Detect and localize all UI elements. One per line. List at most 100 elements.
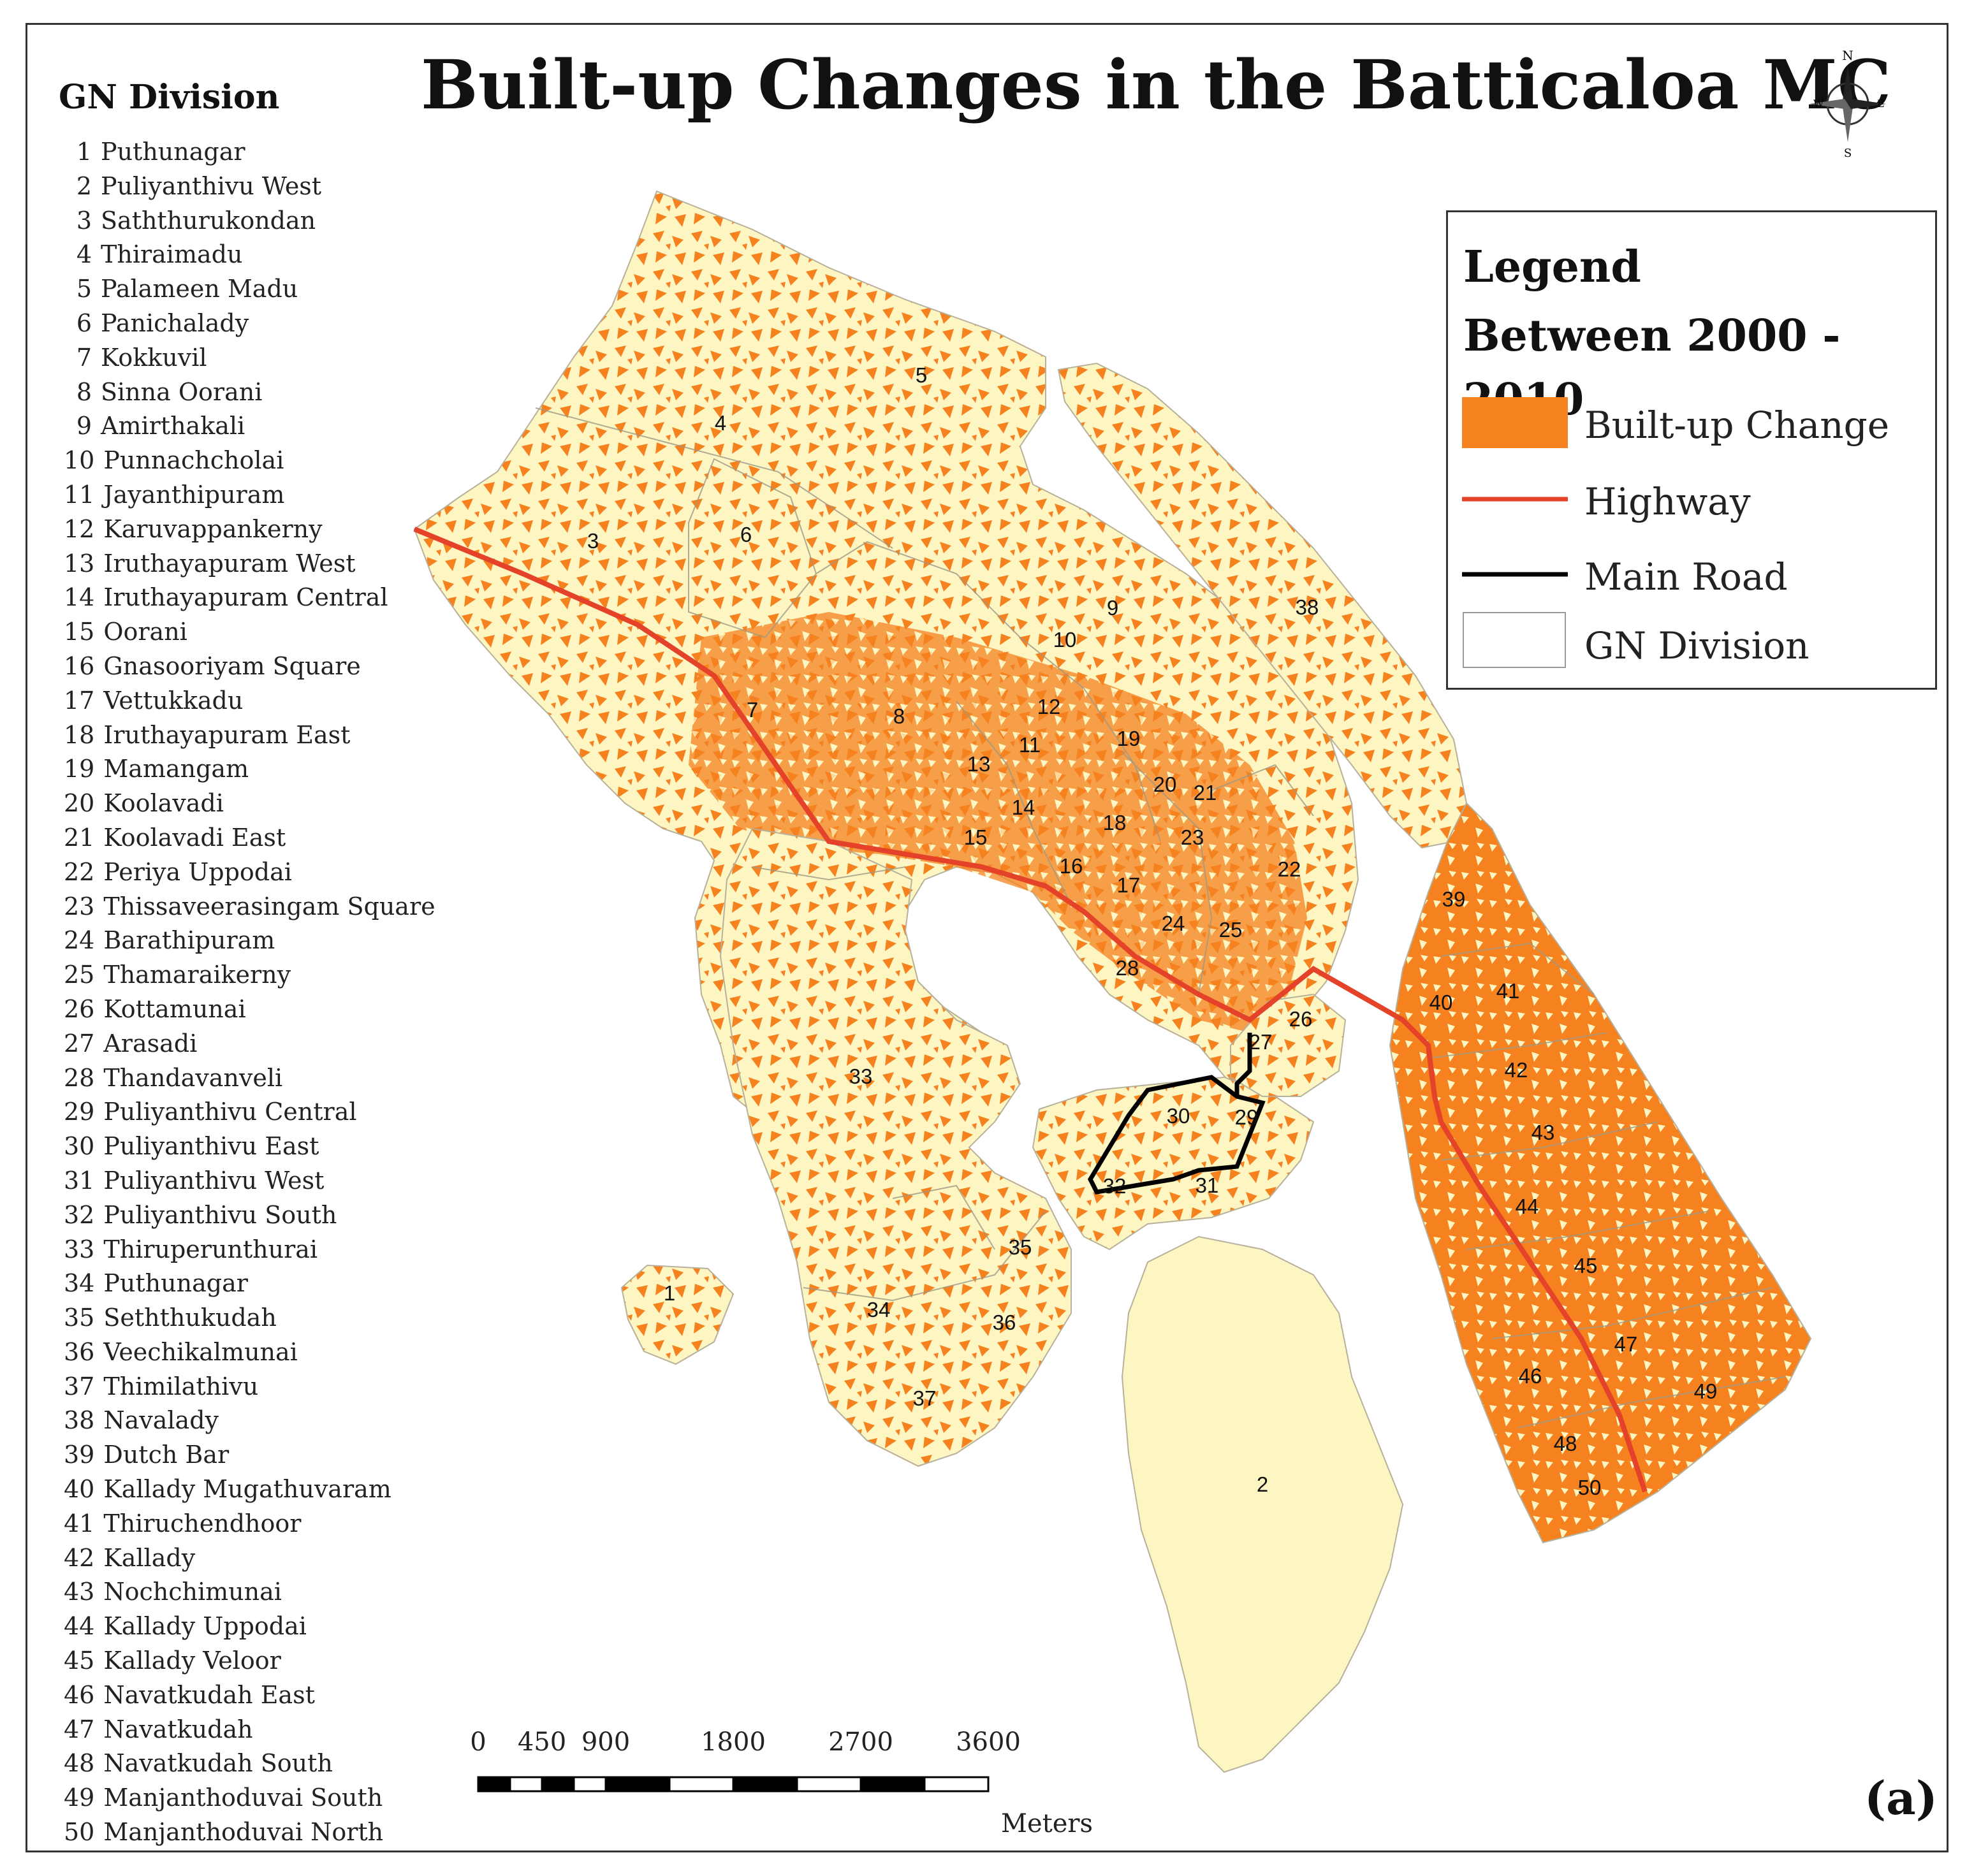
gn-division-number: 32 xyxy=(64,1200,95,1229)
gn-division-name: Iruthayapuram Central xyxy=(103,583,388,612)
division-label: 35 xyxy=(1009,1235,1032,1259)
scale-segment xyxy=(796,1776,862,1792)
gn-division-item: 33 Thiruperunthurai xyxy=(64,1233,435,1267)
eastern-strip xyxy=(1389,802,1812,1544)
gn-division-number: 23 xyxy=(64,892,95,920)
gn-division-number: 22 xyxy=(64,857,95,886)
division-label: 10 xyxy=(1053,628,1077,651)
gn-division-number: 28 xyxy=(64,1063,95,1092)
division-label: 28 xyxy=(1116,956,1139,980)
gn-division-name: Karuvappankerny xyxy=(103,514,323,543)
division-label: 43 xyxy=(1532,1121,1555,1144)
gn-division-number: 1 xyxy=(76,138,92,166)
gn-division-name: Panichalady xyxy=(101,309,249,337)
gn-division-item: 42 Kallady xyxy=(64,1541,435,1576)
scale-segment xyxy=(923,1776,990,1792)
gn-division-number: 49 xyxy=(64,1784,95,1812)
division-label: 2 xyxy=(1257,1472,1268,1496)
gn-division-number: 39 xyxy=(64,1441,95,1469)
gn-division-name: Koolavadi East xyxy=(103,823,286,852)
gn-division-number: 41 xyxy=(64,1509,95,1538)
scale-tick-label: 3600 xyxy=(956,1727,1021,1757)
gn-division-name: Iruthayapuram West xyxy=(103,549,356,578)
legend-item-built-up: Built-up Change xyxy=(1462,397,1921,454)
compass-n: N xyxy=(1842,50,1853,63)
gn-division-name: Kallady xyxy=(103,1543,196,1572)
central-island xyxy=(1032,1076,1315,1251)
gn-division-item: 18 Iruthayapuram East xyxy=(64,718,435,753)
gn-division-number: 14 xyxy=(64,583,95,612)
gn-division-item: 6 Panichalady xyxy=(64,307,435,341)
gn-division-name: Thimilathivu xyxy=(103,1372,259,1400)
legend-title: Legend xyxy=(1463,242,1641,293)
gn-division-number: 40 xyxy=(64,1475,95,1504)
compass-rose-icon: N S W E xyxy=(1810,50,1886,158)
gn-division-item: 8 Sinna Oorani xyxy=(64,375,435,410)
gn-division-item: 31 Puliyanthivu West xyxy=(64,1164,435,1198)
compass-s: S xyxy=(1844,147,1852,158)
legend-label-gn-division: GN Division xyxy=(1584,624,1810,667)
highway-swatch xyxy=(1462,497,1568,502)
gn-division-item: 30 Puliyanthivu East xyxy=(64,1130,435,1164)
gn-division-number: 50 xyxy=(64,1818,95,1847)
division-label: 32 xyxy=(1103,1174,1127,1198)
gn-division-number: 46 xyxy=(64,1680,95,1709)
gn-division-name: Periya Uppodai xyxy=(103,857,292,886)
gn-division-number: 10 xyxy=(64,446,95,475)
gn-division-name: Gnasooriyam Square xyxy=(103,651,361,680)
division-label: 7 xyxy=(747,698,758,722)
scale-segment xyxy=(604,1776,671,1792)
gn-division-number: 42 xyxy=(64,1543,95,1572)
gn-division-name: Seththukudah xyxy=(103,1304,277,1332)
division-label: 37 xyxy=(913,1386,937,1410)
division-label: 5 xyxy=(916,363,927,387)
gn-division-item: 38 Navalady xyxy=(64,1404,435,1438)
gn-division-name: Amirthakali xyxy=(101,412,245,440)
division-label: 8 xyxy=(893,704,905,728)
legend-item-main-road: Main Road xyxy=(1462,549,1921,606)
division-label: 39 xyxy=(1442,887,1466,911)
gn-division-number: 27 xyxy=(64,1029,95,1058)
legend-item-highway: Highway xyxy=(1462,474,1921,531)
island-2 xyxy=(1121,1235,1404,1773)
gn-division-name: Thissaveerasingam Square xyxy=(103,892,435,920)
gn-division-item: 11 Jayanthipuram xyxy=(64,478,435,513)
division-label: 9 xyxy=(1107,596,1118,620)
division-label: 15 xyxy=(964,825,988,849)
gn-division-number: 30 xyxy=(64,1132,95,1161)
gn-division-item: 22 Periya Uppodai xyxy=(64,855,435,890)
gn-division-item: 35 Seththukudah xyxy=(64,1301,435,1335)
gn-division-name: Palameen Madu xyxy=(101,275,298,303)
scale-segment xyxy=(541,1776,575,1792)
scale-segment xyxy=(732,1776,798,1792)
scale-tick-label: 900 xyxy=(581,1727,631,1757)
gn-division-item: 40 Kallady Mugathuvaram xyxy=(64,1472,435,1507)
gn-division-name: Koolavadi xyxy=(103,789,224,818)
division-label: 29 xyxy=(1235,1105,1259,1129)
division-label: 50 xyxy=(1578,1476,1602,1499)
gn-division-number: 13 xyxy=(64,549,95,578)
built-up-swatch xyxy=(1462,397,1568,448)
gn-division-number: 34 xyxy=(64,1269,95,1298)
gn-division-item: 2 Puliyanthivu West xyxy=(64,170,435,204)
legend-label-main-road: Main Road xyxy=(1584,555,1788,599)
gn-division-item: 15 Oorani xyxy=(64,615,435,650)
gn-division-heading: GN Division xyxy=(59,78,280,117)
gn-division-name: Nochchimunai xyxy=(103,1578,282,1606)
gn-division-item: 21 Koolavadi East xyxy=(64,821,435,855)
gn-division-name: Puliyanthivu Central xyxy=(103,1098,357,1126)
gn-division-item: 37 Thimilathivu xyxy=(64,1370,435,1404)
gn-division-name: Kottamunai xyxy=(103,994,246,1023)
gn-division-number: 33 xyxy=(64,1235,95,1263)
gn-division-name: Puthunagar xyxy=(101,138,245,166)
gn-division-name: Kallady Uppodai xyxy=(103,1612,307,1641)
gn-division-number: 20 xyxy=(64,789,95,818)
gn-division-item: 45 Kallady Veloor xyxy=(64,1644,435,1678)
gn-division-name: Thiruperunthurai xyxy=(103,1235,318,1263)
gn-division-number: 44 xyxy=(64,1612,95,1641)
gn-division-number: 9 xyxy=(76,412,92,440)
gn-division-name: Puliyanthivu East xyxy=(103,1132,319,1161)
division-label: 13 xyxy=(967,752,991,776)
gn-division-number: 48 xyxy=(64,1749,95,1778)
